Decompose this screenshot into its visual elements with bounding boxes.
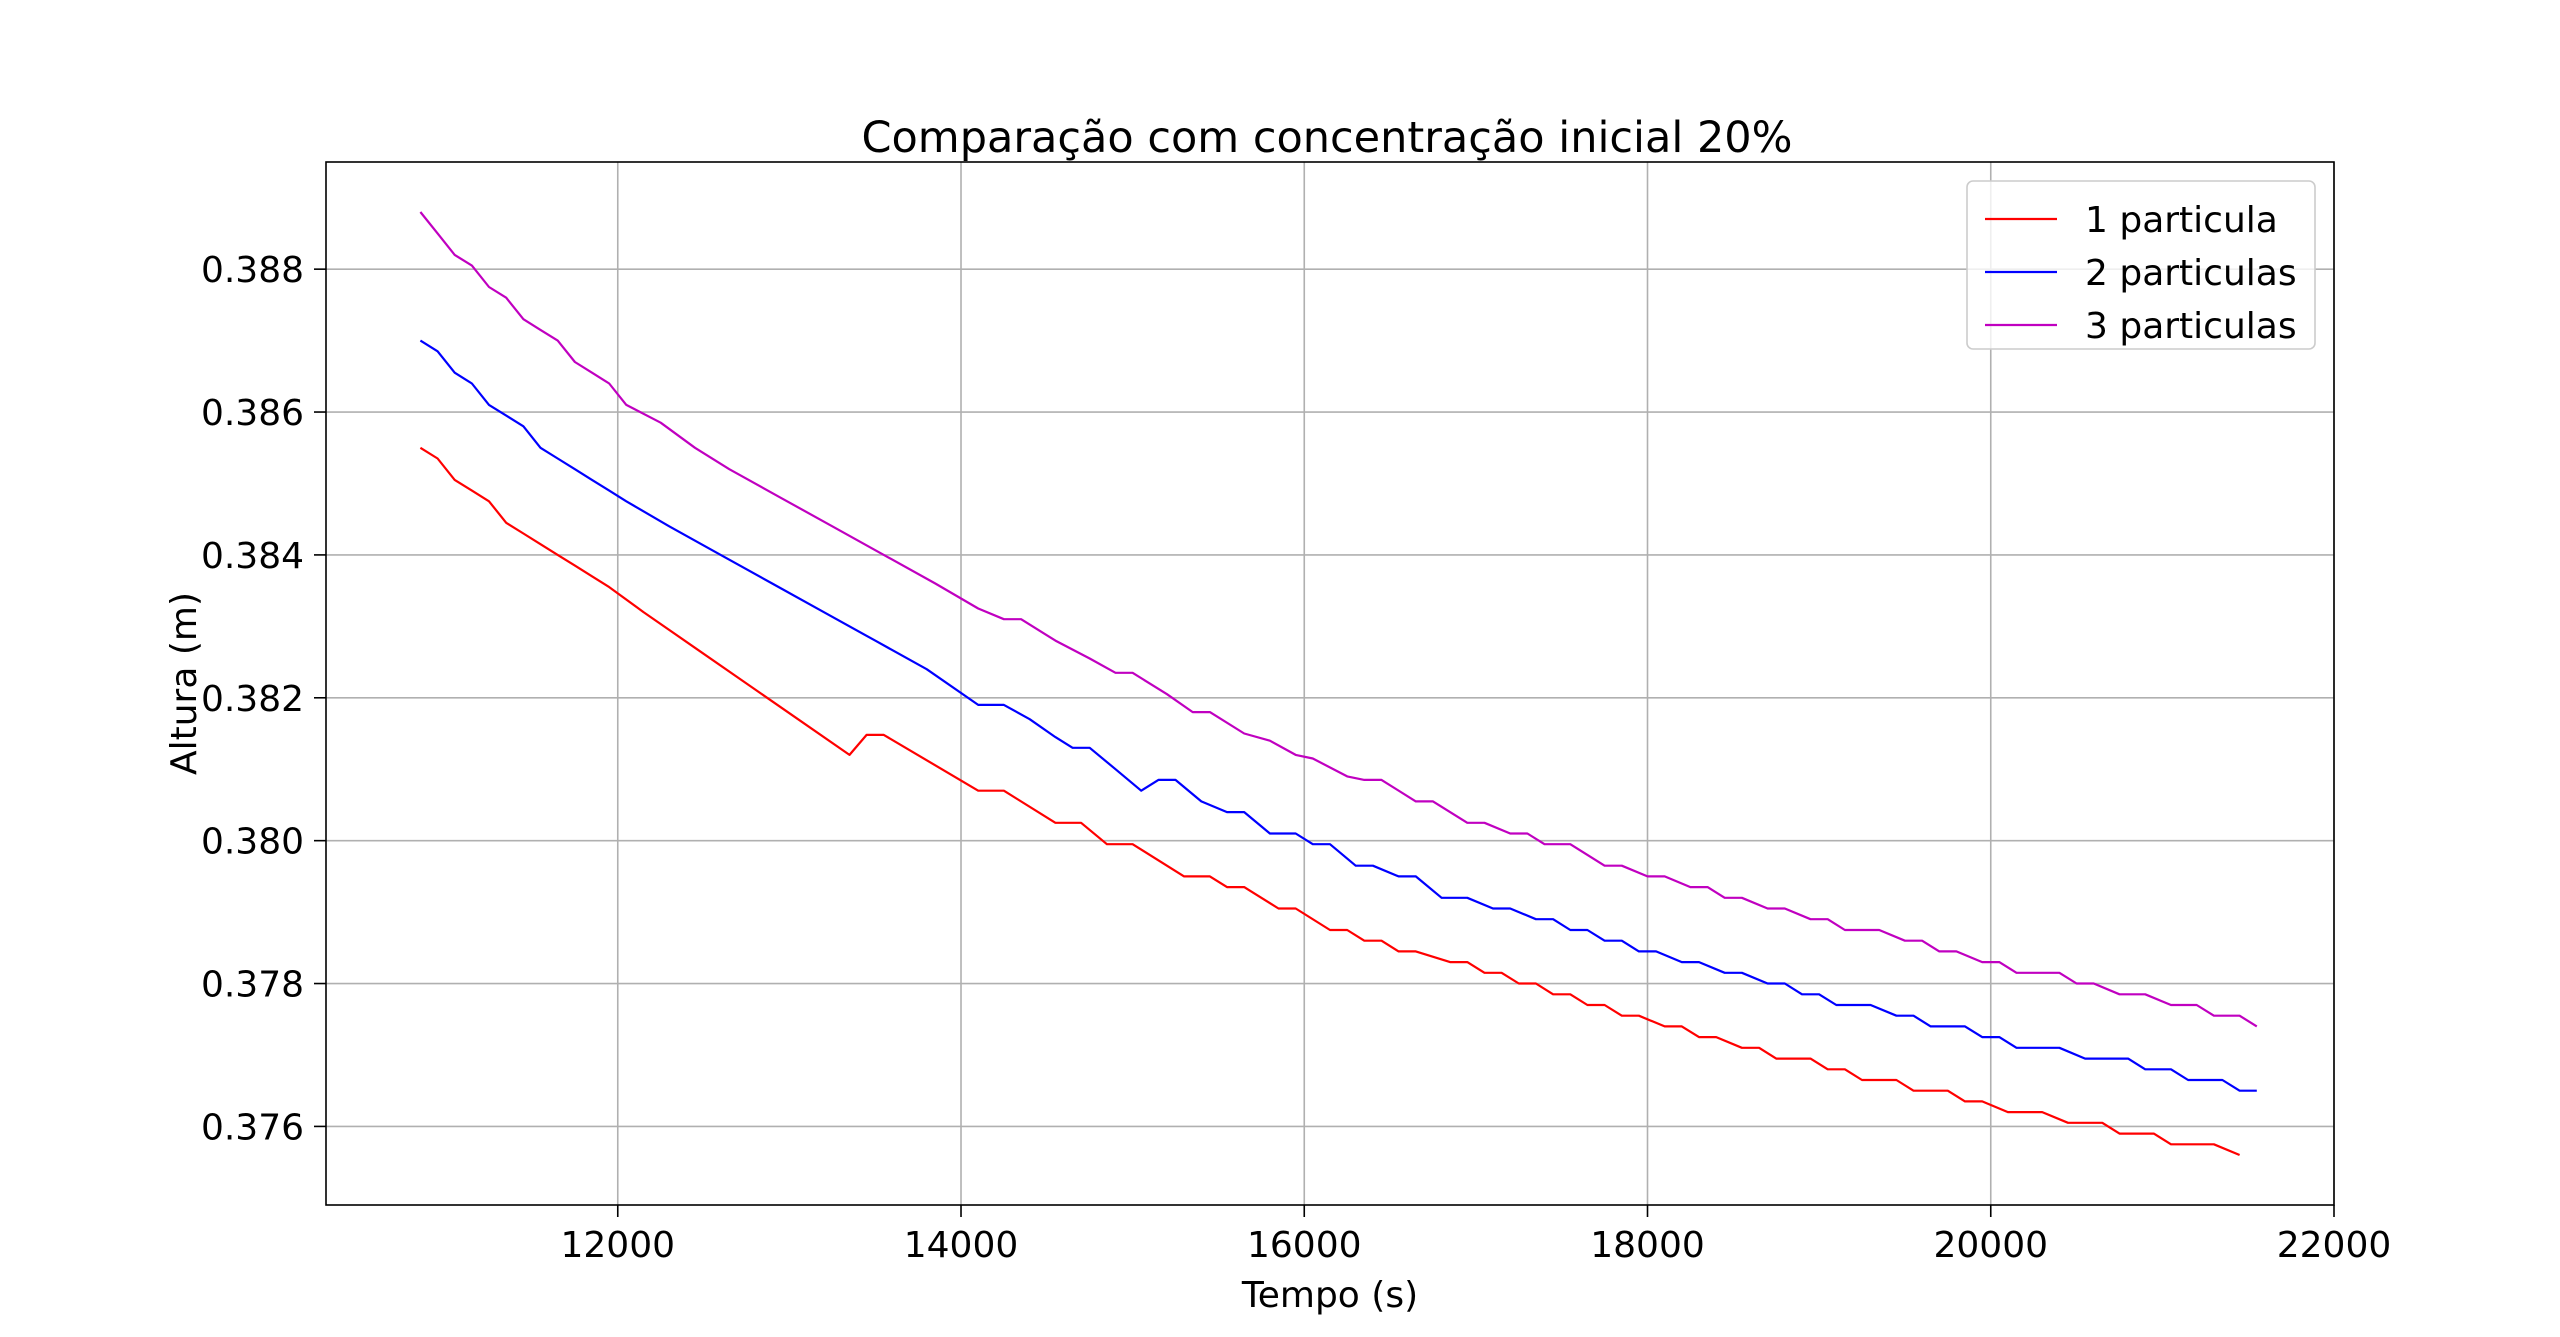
y-tick-label: 0.382 xyxy=(201,679,304,720)
series-layer xyxy=(419,211,2258,1157)
legend-label-1: 1 particula xyxy=(2085,200,2278,241)
y-tick-label: 0.376 xyxy=(201,1107,304,1148)
legend-label-3: 3 particulas xyxy=(2085,306,2297,347)
y-tick-label: 0.380 xyxy=(201,822,304,863)
plot-frame xyxy=(325,161,2335,1206)
y-axis-title: Altura (m) xyxy=(164,592,205,775)
x-tick-label: 14000 xyxy=(904,1225,1019,1266)
series-line-2 xyxy=(419,339,2257,1092)
y-tick-label: 0.378 xyxy=(201,965,304,1006)
x-tick-label: 18000 xyxy=(1590,1225,1705,1266)
y-tick-label: 0.388 xyxy=(201,250,304,291)
x-tick-label: 16000 xyxy=(1247,1225,1362,1266)
chart-title: Comparação com concentração inicial 20% xyxy=(861,113,1792,163)
x-tick-label: 12000 xyxy=(560,1225,675,1266)
legend-label-2: 2 particulas xyxy=(2085,253,2297,294)
axis-ticks: 12000 14000 16000 18000 20000 22000 0.376 0.378… xyxy=(201,250,2391,1266)
series-line-3 xyxy=(419,211,2258,1028)
y-tick-label: 0.386 xyxy=(201,393,304,434)
legend: 1 particula 2 particulas 3 particulas xyxy=(1966,180,2316,350)
x-axis-title: Tempo (s) xyxy=(1241,1275,1418,1316)
x-tick-label: 22000 xyxy=(2277,1225,2392,1266)
x-tick-label: 20000 xyxy=(1933,1225,2048,1266)
y-tick-label: 0.384 xyxy=(201,536,304,577)
grid-lines xyxy=(326,162,2335,1205)
series-line-1 xyxy=(419,446,2241,1157)
legend-box xyxy=(1966,180,2316,350)
